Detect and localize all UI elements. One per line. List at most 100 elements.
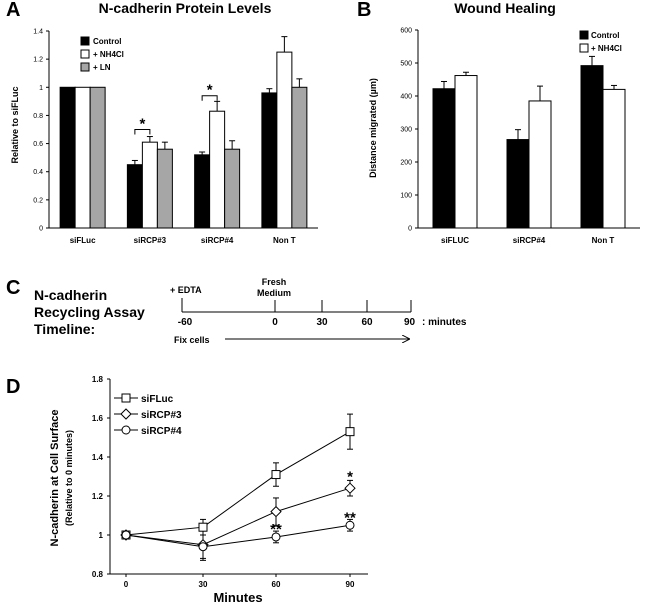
bar-nh4cl-sircp-4	[209, 110, 226, 229]
chart-a-legend: Control + NH4Cl + LN	[80, 36, 124, 72]
y-tick-label: 400	[400, 94, 412, 101]
legend-label-ln: + LN	[93, 63, 111, 72]
chart-d-x-axis-label: Minutes	[213, 590, 262, 604]
y-tick-label: 0	[408, 226, 412, 233]
significance-star: **	[270, 521, 282, 538]
x-tick-label: 60	[272, 580, 281, 589]
legend-swatch-ln	[80, 62, 90, 72]
panel-letter-c: C	[6, 277, 20, 299]
y-tick-label: 1.8	[92, 375, 104, 384]
panel-letter-b: B	[357, 0, 371, 21]
timeline-title-line-1: N-cadherin	[34, 287, 107, 303]
y-tick-label: 0.8	[92, 570, 104, 579]
bar-control-sircp-4	[506, 139, 530, 229]
y-tick-label: 1.2	[92, 492, 104, 501]
chart-b-categories: siFLUC siRCP#4 Non T	[441, 236, 614, 245]
bar-nh4cl-sircp-4	[528, 100, 552, 229]
chart-d-series	[120, 413, 356, 561]
x-tick-label: 0	[124, 580, 129, 589]
chart-a-significance: **	[134, 82, 218, 135]
panel-letter-d: D	[6, 376, 20, 398]
legend-label-sifluc: siFLuc	[141, 394, 174, 405]
bar-ln-non-t	[291, 86, 308, 229]
chart-d-y-axis-sublabel: (Relative to 0 minutes)	[64, 430, 74, 526]
bar-ln-sifluc	[89, 86, 106, 229]
point-sifluc	[345, 427, 355, 437]
timeline-point-90: 90	[404, 317, 416, 328]
y-tick-label: 1	[39, 85, 43, 92]
timeline-point-60: 60	[361, 317, 373, 328]
significance-star-sircp-3: *	[139, 116, 145, 133]
legend-swatch-b-nh4cl	[579, 43, 589, 53]
legend-swatch-b-control	[579, 30, 589, 40]
legend-label-sircp-4: siRCP#4	[141, 426, 182, 437]
significance-star: *	[347, 469, 353, 486]
y-tick-label: 200	[400, 160, 412, 167]
point-sircp-4	[271, 532, 281, 542]
bar-control-non-t	[261, 92, 278, 229]
bar-control-non-t	[580, 65, 604, 229]
y-tick-label: 500	[400, 61, 412, 68]
significance-bracket-sircp-3	[134, 129, 151, 135]
timeline-point--60: -60	[178, 317, 193, 328]
series-line-sircp-3	[125, 487, 351, 546]
y-tick-label: 1.4	[92, 453, 104, 462]
bar-nh4cl-sifluc	[454, 75, 478, 229]
x-tick-label: 90	[346, 580, 355, 589]
significance-star-sircp-4: *	[207, 82, 213, 99]
panel-c-timeline: C N-cadherin Recycling Assay Timeline: +…	[6, 277, 467, 345]
legend-marker-sircp-3	[120, 408, 132, 420]
y-tick-label: 1.4	[33, 29, 43, 36]
chart-a-title: N-cadherin Protein Levels	[99, 0, 272, 16]
bar-ln-sircp-4	[224, 148, 241, 229]
y-tick-label: 0.8	[33, 113, 43, 120]
bar-nh4cl-sircp-3	[141, 141, 158, 229]
bar-control-sircp-4	[194, 154, 211, 229]
chart-a-y-axis-label: Relative to siFLuc	[10, 86, 20, 163]
chart-b-bars	[432, 55, 626, 229]
chart-b-y-axis-label: Distance migrated (µm)	[368, 78, 378, 178]
point-sifluc	[198, 522, 208, 532]
chart-d-y-ticks: 0.8 1 1.2 1.4 1.6 1.8	[92, 375, 110, 579]
timeline-title-line-3: Timeline:	[34, 321, 95, 337]
bar-nh4cl-non-t	[602, 88, 626, 229]
legend-marker-sifluc	[121, 393, 131, 403]
category-label-sifluc: siFLuc	[70, 236, 96, 245]
series-line-sircp-4	[125, 524, 351, 548]
bar-control-sircp-3	[126, 164, 143, 229]
y-tick-label: 600	[400, 28, 412, 35]
chart-a-categories: siFLuc siRCP#3 siRCP#4 Non T	[70, 236, 296, 245]
legend-swatch-nh4cl	[80, 49, 90, 59]
chart-d-legend: siFLuc siRCP#3 siRCP#4	[114, 393, 182, 437]
y-tick-label: 0.4	[33, 169, 43, 176]
y-tick-label: 1	[99, 531, 104, 540]
timeline-point-30: 30	[316, 317, 328, 328]
y-tick-label: 0.6	[33, 141, 43, 148]
category-label-non-t: Non T	[273, 236, 296, 245]
chart-b-title: Wound Healing	[454, 0, 556, 16]
panel-a-bar-chart: A N-cadherin Protein Levels Relative to …	[6, 0, 318, 245]
legend-swatch-control	[80, 36, 90, 46]
category-label-sifluc: siFLUC	[441, 236, 469, 245]
legend-marker-sircp-4	[121, 425, 131, 435]
legend-label-b-nh4cl: + NH4Cl	[591, 44, 622, 53]
y-tick-label: 0	[39, 226, 43, 233]
category-label-sircp-4: siRCP#4	[201, 236, 234, 245]
timeline-title-line-2: Recycling Assay	[34, 304, 145, 320]
x-tick-label: 30	[199, 580, 208, 589]
point-sircp-4	[198, 542, 208, 552]
chart-a-y-ticks: 0 0.2 0.4 0.6 0.8 1 1.2 1.4	[33, 29, 49, 233]
significance-bracket-sircp-4	[201, 95, 218, 101]
legend-label-b-control: Control	[591, 31, 619, 40]
category-label-sircp-4: siRCP#4	[513, 236, 546, 245]
bar-control-sifluc	[432, 88, 456, 229]
bar-ln-sircp-3	[156, 148, 173, 229]
bar-nh4cl-non-t	[276, 51, 293, 229]
y-tick-label: 300	[400, 127, 412, 134]
legend-label-sircp-3: siRCP#3	[141, 410, 182, 421]
significance-star: **	[344, 509, 356, 526]
timeline-fix-cells: Fix cells	[174, 335, 210, 345]
legend-label-control: Control	[93, 37, 121, 46]
chart-d-x-ticks: 0 30 60 90	[124, 574, 355, 589]
y-tick-label: 1.2	[33, 57, 43, 64]
